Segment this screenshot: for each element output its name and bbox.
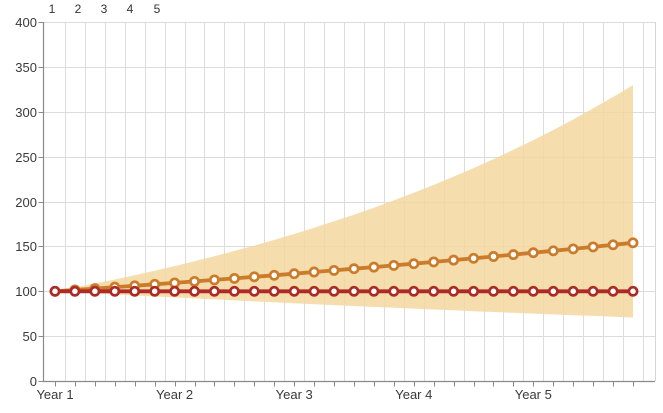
projected-growth-marker: [408, 258, 420, 270]
baseline-marker: [607, 285, 619, 297]
x-axis-tick-label: Year 1: [36, 387, 73, 402]
projected-growth-marker: [189, 275, 200, 287]
baseline-marker: [587, 285, 599, 297]
y-axis-tick-label: 100: [15, 284, 37, 299]
baseline-marker: [169, 285, 181, 297]
x-axis-tick-label: Year 4: [395, 387, 432, 402]
gridlines: [43, 22, 655, 381]
baseline-marker: [268, 285, 280, 297]
baseline-marker: [69, 285, 81, 297]
baseline-marker: [368, 285, 380, 297]
axes: [38, 22, 656, 387]
baseline-marker: [208, 285, 220, 297]
projected-growth-marker: [607, 239, 619, 251]
projected-growth-marker: [169, 277, 181, 289]
top-scale-labels: 1 2 3 4 5: [0, 1, 663, 19]
y-axis-tick-label: 0: [30, 374, 37, 389]
x-axis-tick-label: Year 5: [515, 387, 552, 402]
baseline-marker: [547, 285, 559, 297]
baseline-marker: [228, 285, 240, 297]
projected-growth-marker: [328, 264, 340, 276]
y-axis-tick-label: 150: [15, 239, 37, 254]
baseline-marker: [328, 285, 340, 297]
scale-label-3[interactable]: 3: [100, 2, 108, 16]
baseline-marker: [488, 285, 499, 297]
baseline-marker: [149, 285, 161, 297]
scale-label-5[interactable]: 5: [153, 2, 161, 16]
baseline-marker: [109, 285, 121, 297]
projected-growth-marker: [228, 272, 240, 284]
y-axis-tick-label: 50: [23, 329, 37, 344]
y-axis-tick-label: 250: [15, 150, 37, 165]
projected-growth-marker: [348, 263, 360, 275]
projected-growth-marker: [428, 256, 440, 268]
baseline-marker: [189, 285, 200, 297]
y-axis-tick-label: 400: [15, 15, 37, 30]
projected-growth-marker: [468, 252, 480, 264]
projected-growth-marker: [448, 254, 460, 266]
scale-label-2[interactable]: 2: [74, 2, 82, 16]
projected-growth-marker: [507, 249, 519, 261]
projected-growth-marker: [208, 274, 220, 286]
series-lines: [49, 237, 639, 297]
baseline-marker: [527, 285, 539, 297]
projected-growth-marker: [527, 247, 539, 259]
baseline-marker: [388, 285, 400, 297]
x-axis-tick-label: Year 3: [276, 387, 313, 402]
baseline-marker: [627, 285, 639, 297]
projected-growth-marker: [288, 268, 300, 280]
y-axis-tick-label: 350: [15, 60, 37, 75]
baseline-marker: [468, 285, 480, 297]
projected-growth-series: [49, 237, 639, 297]
baseline-marker: [288, 285, 300, 297]
baseline-series: [49, 285, 639, 297]
baseline-marker: [89, 285, 101, 297]
projected-growth-marker: [547, 245, 559, 257]
projected-growth-marker: [567, 243, 579, 255]
baseline-marker: [428, 285, 440, 297]
projected-growth-marker: [587, 241, 599, 253]
y-axis-tick-label: 200: [15, 195, 37, 210]
projected-growth-marker: [488, 251, 499, 262]
baseline-marker: [348, 285, 360, 297]
baseline-marker: [507, 285, 519, 297]
scale-label-1[interactable]: 1: [48, 2, 56, 16]
projected-growth-marker: [388, 259, 400, 271]
axis-tick-labels: 0 50 100 150 200 250 300 350 400 Year 1 Year 2 Year…: [15, 15, 552, 402]
projected-growth-marker: [268, 269, 280, 281]
projected-growth-marker: [248, 271, 260, 283]
baseline-marker: [308, 285, 320, 297]
x-axis-tick-label: Year 2: [156, 387, 193, 402]
projected-growth-marker: [308, 266, 320, 278]
baseline-marker: [567, 285, 579, 297]
baseline-marker: [129, 285, 141, 297]
projection-range-band: [55, 85, 633, 318]
baseline-marker: [248, 285, 260, 297]
baseline-marker: [49, 285, 61, 297]
scale-label-4[interactable]: 4: [126, 2, 134, 16]
baseline-marker: [448, 285, 460, 297]
baseline-marker: [408, 285, 420, 297]
projected-growth-marker: [368, 261, 380, 273]
projected-growth-marker: [627, 237, 639, 249]
y-axis-tick-label: 300: [15, 105, 37, 120]
projection-range-area: [55, 85, 633, 318]
